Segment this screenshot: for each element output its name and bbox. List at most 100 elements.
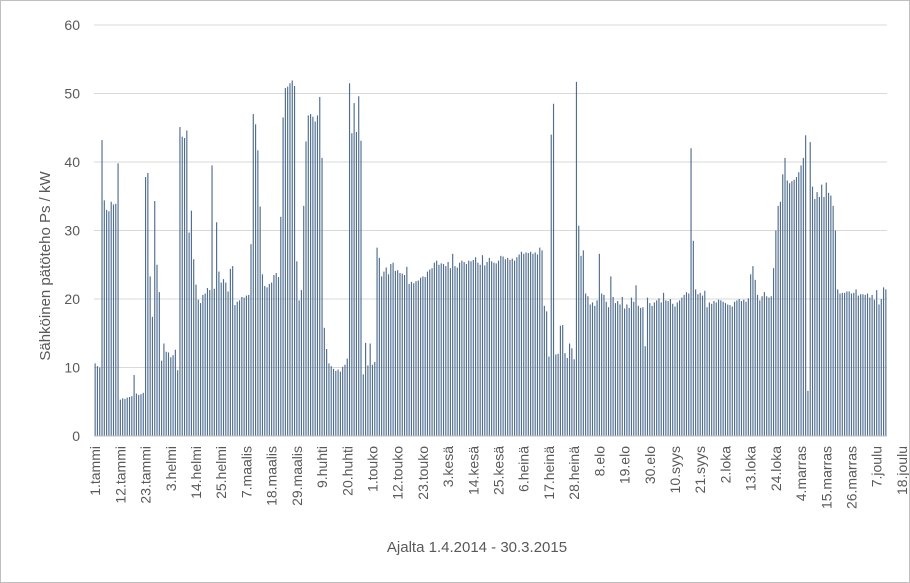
- bar: [493, 262, 495, 436]
- bar: [445, 266, 447, 436]
- bar: [177, 370, 179, 436]
- bar: [525, 252, 527, 436]
- bar: [862, 294, 864, 436]
- bar: [147, 172, 149, 436]
- bar: [786, 180, 788, 436]
- bar: [387, 274, 390, 436]
- bar: [805, 135, 807, 436]
- bar: [316, 115, 319, 437]
- bar: [715, 302, 717, 436]
- bar: [518, 254, 520, 436]
- bar: [250, 244, 252, 436]
- bar: [293, 85, 296, 437]
- bar: [394, 270, 396, 436]
- bar: [449, 268, 451, 436]
- bar: [319, 96, 321, 437]
- bar: [452, 253, 454, 436]
- x-tick-label: 14.helmi: [188, 446, 204, 499]
- bar: [413, 283, 415, 436]
- bar: [211, 165, 213, 436]
- bar: [346, 358, 348, 436]
- bar: [734, 301, 736, 436]
- bar: [557, 353, 559, 436]
- bar: [486, 262, 488, 436]
- x-tick-label: 1.tammi: [87, 446, 103, 496]
- bar: [816, 192, 818, 436]
- bar: [697, 294, 699, 436]
- bar: [513, 260, 516, 436]
- bar: [885, 289, 887, 436]
- bar: [550, 134, 552, 436]
- bar: [704, 290, 706, 436]
- bar: [825, 182, 827, 436]
- bar: [365, 342, 367, 436]
- bar: [94, 363, 96, 436]
- bar: [717, 299, 720, 436]
- bar: [420, 277, 422, 436]
- bar: [193, 259, 195, 436]
- x-tick-label: 20.huhti: [339, 446, 355, 496]
- y-tick-label: 0: [72, 428, 80, 444]
- bar: [255, 124, 257, 436]
- bar: [628, 307, 630, 436]
- bar: [300, 290, 302, 436]
- bar: [461, 260, 463, 436]
- bar: [305, 141, 307, 436]
- y-tick-label: 40: [64, 154, 80, 170]
- bar: [103, 200, 105, 436]
- x-tick-label: 6.heinä: [516, 446, 532, 492]
- bar: [179, 127, 181, 436]
- bar: [598, 253, 600, 436]
- bar: [128, 396, 131, 436]
- bar: [777, 205, 779, 436]
- bar: [713, 301, 715, 436]
- bar: [690, 148, 692, 437]
- bar: [491, 261, 493, 436]
- bar: [846, 291, 848, 436]
- bar: [633, 301, 635, 436]
- x-tick-label: 17.heinä: [541, 446, 557, 500]
- bar: [587, 296, 589, 436]
- bar: [200, 303, 202, 436]
- bar: [642, 307, 644, 436]
- x-tick-label: 23.touko: [415, 446, 431, 500]
- x-tick-label: 9.huhti: [314, 446, 330, 488]
- x-tick-label: 30.elo: [642, 446, 658, 484]
- x-tick-label: 13.loka: [743, 446, 759, 491]
- bar: [497, 260, 500, 436]
- bar: [119, 399, 121, 436]
- bar: [236, 301, 238, 436]
- bar: [403, 275, 406, 436]
- bar: [195, 284, 197, 436]
- bar: [339, 371, 341, 436]
- x-tick-label: 4.marras: [793, 446, 809, 501]
- bar: [800, 165, 802, 436]
- bar: [371, 364, 374, 436]
- x-axis-ticks: 1.tammi 12.tammi 23.tammi 3.helmi 14.helmi 25…: [87, 446, 909, 509]
- bar: [296, 261, 298, 436]
- bar: [772, 268, 775, 436]
- bar: [326, 349, 328, 436]
- bar: [163, 343, 165, 436]
- bar: [158, 292, 160, 436]
- bar: [679, 300, 681, 436]
- bar: [433, 262, 435, 436]
- bar: [167, 352, 170, 436]
- bar: [857, 295, 859, 436]
- x-tick-label: 7.maalis: [238, 446, 254, 498]
- bar: [837, 289, 839, 436]
- bar: [190, 210, 192, 436]
- bar: [573, 359, 575, 436]
- bar: [381, 276, 383, 436]
- bar: [569, 343, 571, 436]
- bar: [424, 277, 426, 436]
- bar: [662, 292, 665, 436]
- bar: [463, 262, 465, 436]
- bar: [649, 303, 651, 436]
- bar: [142, 392, 144, 436]
- bar: [392, 262, 394, 436]
- bar: [99, 367, 101, 436]
- bar: [866, 293, 869, 436]
- bar: [782, 174, 784, 436]
